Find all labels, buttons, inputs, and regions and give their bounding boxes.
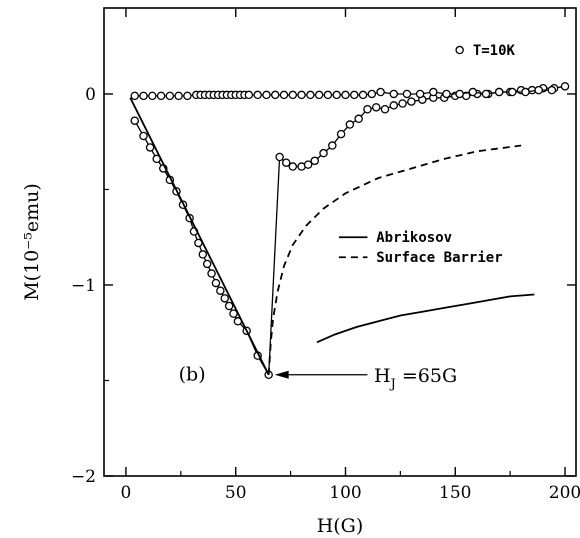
plot-frame — [103, 7, 577, 477]
series-line-linear-fit — [129, 97, 270, 376]
data-point — [363, 104, 372, 114]
data-point — [376, 87, 385, 97]
x-tick-label: 50 — [225, 483, 247, 503]
legend-label-abrikosov: Abrikosov — [376, 230, 452, 246]
annotation-arrow-head — [274, 370, 289, 379]
x-tick-label: 150 — [439, 483, 471, 503]
data-point — [253, 90, 262, 100]
x-tick-label: 200 — [549, 483, 580, 503]
data-point — [508, 87, 517, 97]
data-point — [224, 301, 234, 311]
data-point — [310, 156, 320, 166]
data-point — [319, 148, 328, 158]
data-point — [371, 103, 381, 112]
y-tick-label: 0 — [85, 85, 96, 105]
y-tick-label: −2 — [71, 467, 96, 487]
data-point — [402, 89, 412, 99]
marker-legend-symbol — [455, 45, 464, 55]
x-axis-label: H(G) — [317, 515, 364, 537]
data-point — [165, 91, 175, 101]
data-point — [139, 131, 148, 141]
x-tick-label: 0 — [121, 483, 132, 503]
data-point — [174, 91, 183, 101]
data-point — [303, 160, 313, 169]
data-point — [336, 129, 346, 139]
series-line-surface-barrier — [267, 144, 522, 375]
data-point — [202, 259, 212, 269]
data-point — [216, 286, 225, 295]
panel-label: (b) — [179, 363, 206, 385]
annotation-value: =65G — [396, 365, 457, 387]
x-tick-label: 100 — [329, 483, 361, 503]
annotation-base: H — [374, 365, 391, 387]
data-point — [407, 97, 416, 106]
data-point — [306, 90, 315, 100]
labels: H(G) M(10⁻⁵emu) (b) HJ =65G — [21, 183, 457, 537]
data-point — [350, 90, 359, 100]
data-point — [207, 269, 216, 278]
data-point — [262, 90, 271, 100]
data-point — [415, 89, 425, 99]
data-point — [244, 90, 254, 100]
data-point — [281, 158, 291, 167]
series-layer — [129, 82, 570, 380]
annotation-subscript: J — [389, 377, 396, 392]
data-point — [270, 90, 280, 100]
data-point — [220, 294, 229, 303]
data-point — [345, 120, 355, 129]
data-point — [275, 152, 284, 162]
data-point — [429, 87, 438, 97]
data-point — [354, 114, 363, 124]
data-point — [389, 89, 399, 99]
data-point — [380, 104, 390, 114]
data-point — [183, 91, 192, 101]
data-point — [455, 89, 464, 99]
data-point — [288, 162, 298, 171]
data-point — [211, 278, 221, 288]
data-point — [229, 309, 238, 318]
data-point — [288, 90, 298, 100]
series-line-increasing-field — [134, 85, 566, 378]
data-point — [389, 101, 399, 110]
data-point — [130, 116, 139, 125]
data-point — [145, 143, 155, 152]
data-point — [156, 91, 166, 101]
annotation-hj: HJ =65G — [374, 365, 457, 392]
data-point — [534, 85, 543, 95]
data-point — [341, 90, 350, 100]
data-point — [130, 91, 139, 101]
legend-label-surface-barrier: Surface Barrier — [376, 250, 502, 266]
data-point — [481, 89, 491, 99]
data-point — [560, 82, 570, 91]
series-line-abrikosov — [316, 293, 535, 344]
data-point — [139, 91, 148, 101]
marker-legend-label: T=10K — [473, 43, 516, 59]
data-point — [494, 87, 504, 97]
data-point — [314, 90, 324, 100]
data-point — [358, 90, 368, 100]
y-axis-label: M(10⁻⁵emu) — [21, 183, 43, 301]
axes: 0 50 100 150 200 −2 −1 0 — [71, 7, 580, 503]
data-point — [468, 87, 478, 97]
data-point — [332, 90, 341, 100]
data-point — [547, 85, 557, 95]
data-point — [442, 89, 451, 99]
data-point — [297, 90, 306, 100]
data-point — [328, 141, 337, 150]
y-tick-label: −1 — [71, 276, 96, 296]
legend: Abrikosov Surface Barrier T=10K — [338, 43, 516, 266]
data-point — [367, 89, 377, 99]
data-point — [323, 90, 333, 100]
data-point — [198, 250, 208, 259]
data-point — [148, 91, 157, 101]
data-point — [279, 90, 289, 100]
data-point — [398, 99, 407, 108]
data-point — [521, 87, 530, 97]
